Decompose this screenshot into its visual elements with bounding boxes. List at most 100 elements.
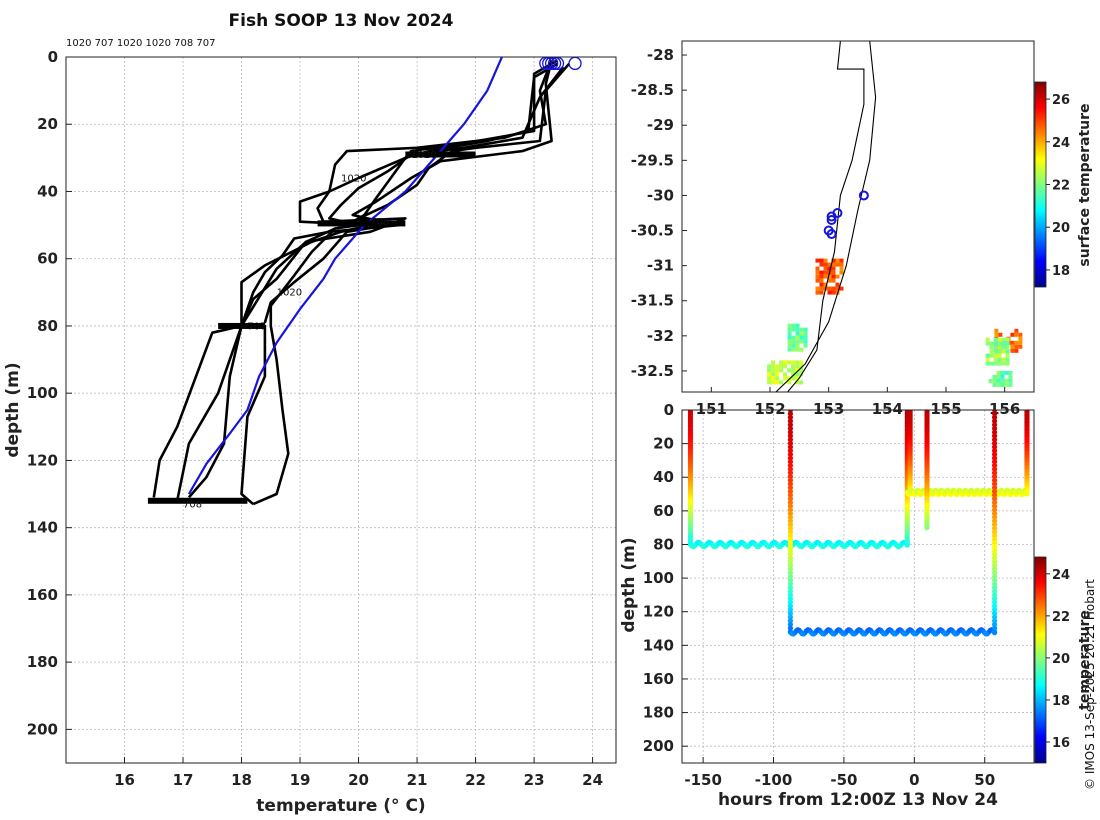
- section-point: [991, 573, 998, 580]
- sst-pixel: [795, 372, 800, 377]
- cast-labels: 1020 1020 708 1020 707 708: [183, 150, 437, 511]
- left-y-tick-label: 20: [37, 115, 58, 133]
- section-point: [991, 625, 998, 631]
- sst-pixel: [767, 376, 772, 381]
- sst-pixel: [1008, 374, 1013, 379]
- sst-pixel: [835, 274, 840, 279]
- sst-pixel: [1005, 361, 1010, 366]
- map-y-tick-label: -28: [647, 46, 674, 64]
- sst-pixel: [993, 341, 998, 346]
- sst-pixel: [775, 368, 780, 373]
- section-point: [787, 525, 794, 531]
- sst-pixel: [783, 372, 788, 377]
- sst-pixel: [787, 368, 792, 373]
- section-point: [787, 555, 794, 561]
- sst-pixel: [993, 345, 998, 350]
- section-point: [991, 470, 998, 476]
- section-point: [991, 547, 998, 554]
- sst-pixel: [767, 368, 772, 373]
- section-point: [787, 448, 794, 454]
- section-point: [787, 459, 794, 465]
- section-point: [991, 607, 998, 613]
- sst-pixel: [1018, 340, 1023, 345]
- sst-pixel: [831, 290, 836, 295]
- section-point: [991, 488, 998, 494]
- sst-pixel: [795, 376, 800, 381]
- sst-pixel: [823, 274, 828, 279]
- map-coastlines: [775, 41, 877, 392]
- sst-pixel: [985, 353, 990, 358]
- sst-pixel: [795, 331, 800, 336]
- section-point: [787, 625, 794, 631]
- section-point: [787, 566, 794, 572]
- section-point: [787, 547, 794, 554]
- section-point: [991, 499, 998, 506]
- section-point: [787, 573, 794, 580]
- section-point: [787, 522, 794, 528]
- section-point: [787, 496, 794, 502]
- sst-pixel: [795, 335, 800, 340]
- sst-pixel: [1000, 374, 1005, 379]
- sst-pixel: [823, 266, 828, 271]
- sst-pixel: [775, 376, 780, 381]
- sst-pixel: [779, 380, 784, 385]
- station-marker: [826, 229, 837, 240]
- section-point: [991, 544, 998, 550]
- left-y-tick-label: 100: [27, 384, 58, 402]
- cast-id-label: 707: [247, 321, 266, 332]
- left-axes-frame: [65, 56, 617, 764]
- map-ticks: -28 -28.5 -29 -29.5 -30 -30.5 -31 -31.5 -32 -32.5…: [631, 46, 1021, 418]
- section-point: [787, 551, 794, 557]
- section-point: [787, 481, 794, 487]
- sst-pixel: [997, 341, 1002, 346]
- section-point: [991, 503, 998, 509]
- sst-pixel: [787, 327, 792, 332]
- right-x-tick-label: -50: [830, 771, 857, 789]
- cast-1-line: [159, 59, 553, 503]
- sst-pixel: [1014, 332, 1019, 337]
- section-point: [787, 433, 794, 439]
- sst-pixel: [996, 374, 1001, 379]
- section-point: [991, 588, 998, 594]
- section-point: [991, 448, 998, 454]
- sst-map-panel: -28 -28.5 -29 -29.5 -30 -30.5 -31 -31.5 -32 -32.5…: [631, 40, 1093, 418]
- sst-pixel: [823, 262, 828, 267]
- sst-pixel: [791, 360, 796, 365]
- sst-pixel: [993, 361, 998, 366]
- sst-pixel: [827, 266, 832, 271]
- cast-id-label: 1020: [341, 173, 366, 184]
- sst-pixel: [795, 327, 800, 332]
- sst-pixel: [783, 360, 788, 365]
- sst-pixel: [827, 286, 832, 291]
- sst-pixel: [771, 360, 776, 365]
- sst-pixel: [831, 262, 836, 267]
- right-y-tick-label: 180: [643, 704, 674, 722]
- depth-colorbar-tick-label: 22: [1052, 610, 1070, 625]
- sst-pixel: [1008, 378, 1013, 383]
- sst-pixel: [819, 278, 824, 283]
- sst-pixel: [815, 286, 820, 291]
- section-point: [787, 603, 794, 609]
- section-point: [991, 440, 998, 446]
- sst-pixel: [791, 347, 796, 352]
- sst-pixel: [839, 286, 844, 291]
- section-point: [787, 440, 794, 446]
- sst-pixel: [791, 364, 796, 369]
- sst-pixel: [819, 258, 824, 263]
- right-y-tick-label: 60: [653, 502, 674, 520]
- sst-pixel: [803, 339, 808, 344]
- sst-pixel: [767, 372, 772, 377]
- sst-pixel: [1001, 361, 1006, 366]
- map-y-tick-label: -29.5: [631, 151, 674, 169]
- sst-pixel: [803, 331, 808, 336]
- sst-pixel: [835, 286, 840, 291]
- depth-colorbar-label: temperature: [1077, 610, 1093, 710]
- section-point: [991, 555, 998, 561]
- depth-colorbar-tick-label: 24: [1052, 568, 1070, 583]
- section-point: [991, 629, 998, 635]
- sensor-wobble-band: [147, 497, 248, 504]
- left-x-tick-label: 20: [348, 771, 369, 789]
- sst-pixel: [997, 361, 1002, 366]
- section-point: [787, 529, 794, 535]
- sst-pixel: [993, 357, 998, 362]
